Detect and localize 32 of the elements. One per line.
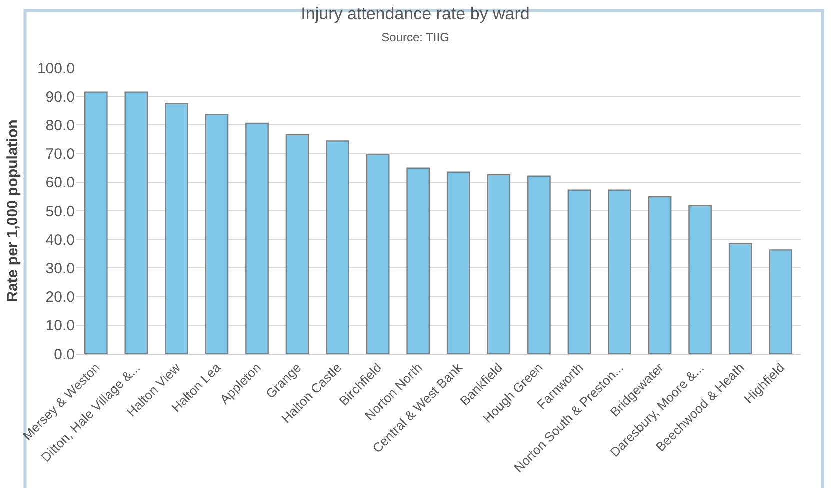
bar: [124, 92, 148, 354]
y-tick-label: 30.0: [46, 260, 75, 278]
bar: [728, 243, 752, 354]
y-tick-label: 100.0: [37, 60, 75, 78]
bar: [528, 176, 551, 354]
y-tick-label: 60.0: [46, 174, 75, 192]
bar: [286, 134, 310, 354]
y-tick-label: 90.0: [46, 88, 75, 106]
bar: [487, 174, 511, 354]
y-tick-label: 10.0: [46, 318, 75, 335]
bar: [648, 196, 672, 354]
chart-title: Injury attendance rate by ward: [301, 4, 530, 24]
bar: [446, 172, 470, 354]
bar: [688, 205, 712, 354]
y-tick-label: 20.0: [46, 289, 75, 306]
chart-subtitle: Source: TIIG: [382, 30, 450, 45]
bar: [568, 190, 592, 354]
y-tick-label: 70.0: [46, 146, 75, 164]
bar: [366, 154, 390, 354]
bar: [246, 122, 269, 354]
bar: [769, 250, 793, 354]
y-tick-label: 50.0: [46, 203, 75, 220]
bar: [84, 92, 108, 354]
bar: [406, 168, 430, 354]
y-tick-label: 40.0: [46, 232, 75, 249]
y-axis-title: Rate per 1,000 population: [4, 120, 22, 302]
y-tick-label: 80.0: [46, 117, 75, 134]
bar: [608, 190, 632, 354]
bar: [205, 114, 229, 354]
y-tick-label: 0.0: [54, 346, 75, 364]
bar: [165, 103, 188, 354]
bar: [326, 140, 350, 354]
